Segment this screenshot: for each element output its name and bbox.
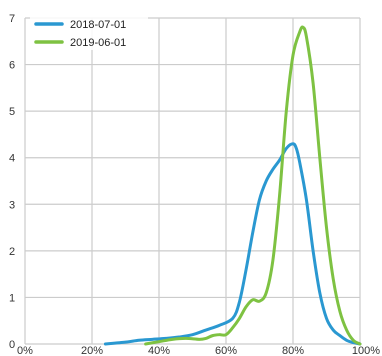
- legend-label: 2019-06-01: [70, 37, 126, 49]
- tick-labels: 0% 20% 40% 60% 80% 100% 0 1 2 3 4 5 6 7: [9, 13, 380, 356]
- series-lines: [103, 25, 362, 346]
- y-tick-label: 6: [9, 60, 15, 72]
- legend-label: 2018-07-01: [70, 19, 126, 31]
- x-tick-label: 80%: [282, 345, 304, 356]
- y-tick-label: 0: [9, 339, 15, 351]
- grid: [24, 17, 361, 345]
- y-tick-label: 5: [9, 106, 15, 118]
- x-tick-label: 40%: [148, 345, 170, 356]
- y-tick-label: 2: [9, 246, 15, 258]
- x-tick-label: 60%: [215, 345, 237, 356]
- x-tick-label: 20%: [81, 345, 103, 356]
- y-tick-label: 4: [9, 153, 15, 165]
- x-tick-label: 100%: [352, 345, 380, 356]
- legend: 2018-07-01 2019-06-01: [30, 10, 148, 50]
- series-line-2019-06-01: [144, 25, 362, 346]
- y-tick-label: 1: [9, 292, 15, 304]
- y-tick-label: 7: [9, 13, 15, 25]
- series-line-2018-07-01: [103, 142, 362, 346]
- x-tick-label: 0%: [17, 345, 33, 356]
- y-tick-label: 3: [9, 199, 15, 211]
